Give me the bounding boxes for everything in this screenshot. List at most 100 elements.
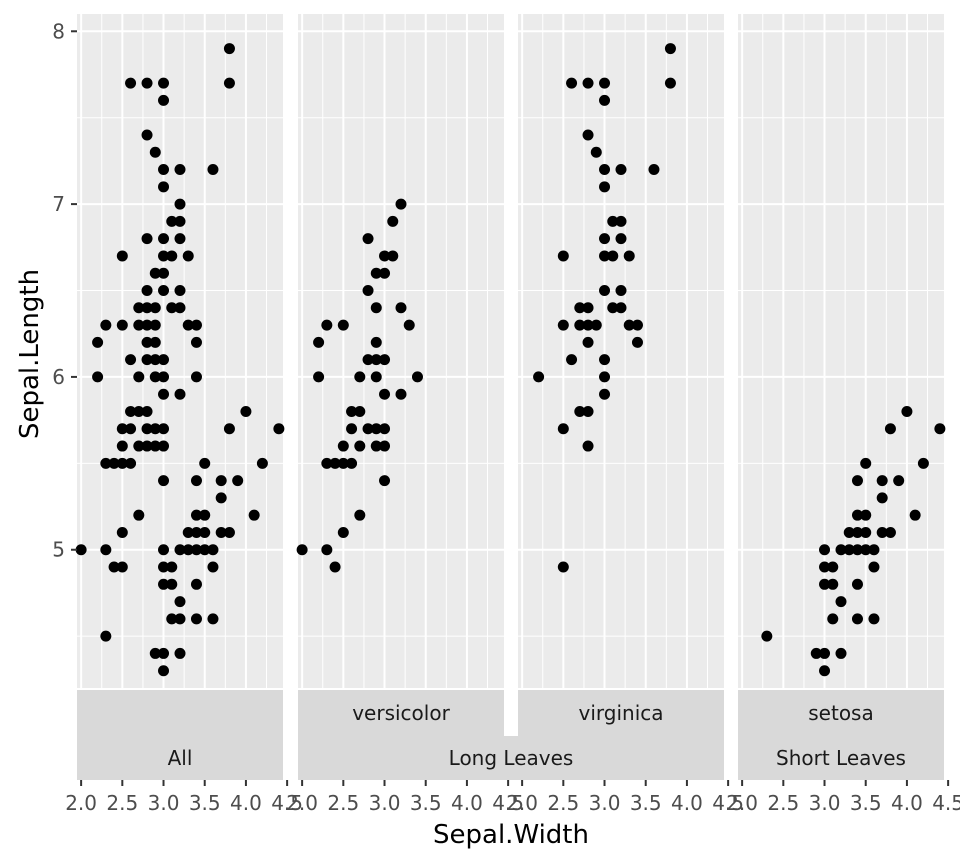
data-point (843, 526, 855, 538)
data-point (354, 509, 366, 521)
data-point (174, 388, 186, 400)
data-point (158, 77, 170, 89)
data-point (158, 423, 170, 435)
data-point (868, 561, 880, 573)
data-point (395, 198, 407, 210)
data-point (190, 336, 202, 348)
facet-panel: versicolor (296, 14, 504, 736)
data-point (615, 164, 627, 176)
data-point (190, 509, 202, 521)
data-point (158, 440, 170, 452)
data-point (851, 509, 863, 521)
data-point (199, 457, 211, 469)
data-point (574, 319, 586, 331)
data-point (174, 596, 186, 608)
data-point (158, 233, 170, 245)
data-point (158, 285, 170, 297)
data-point (354, 371, 366, 383)
data-point (599, 388, 611, 400)
data-point (108, 457, 120, 469)
data-point (337, 457, 349, 469)
data-point (199, 526, 211, 538)
data-point (182, 319, 194, 331)
x-tick-label: 3.0 (809, 791, 841, 815)
data-point (574, 302, 586, 314)
data-point (901, 405, 913, 417)
y-axis: 5 6 7 8 (52, 19, 77, 562)
data-point (582, 405, 594, 417)
x-tick-label: 3.5 (189, 791, 221, 815)
data-point (182, 526, 194, 538)
data-point (240, 405, 252, 417)
data-point (370, 336, 382, 348)
x-tick-label: 2.0 (286, 791, 318, 815)
panel-background (738, 14, 944, 688)
data-point (100, 630, 112, 642)
data-point (623, 319, 635, 331)
data-point (835, 544, 847, 556)
data-point (607, 250, 619, 262)
data-point (411, 371, 423, 383)
data-point (174, 233, 186, 245)
data-point (149, 336, 161, 348)
data-point (223, 43, 235, 55)
data-point (190, 371, 202, 383)
data-point (149, 440, 161, 452)
data-point (199, 509, 211, 521)
data-point (166, 561, 178, 573)
data-point (599, 164, 611, 176)
data-point (149, 319, 161, 331)
data-point (158, 578, 170, 590)
data-point (158, 354, 170, 366)
data-point (223, 77, 235, 89)
data-point (116, 561, 128, 573)
data-point (876, 492, 888, 504)
data-point (346, 457, 358, 469)
data-point (607, 302, 619, 314)
data-point (615, 233, 627, 245)
data-point (141, 129, 153, 141)
data-point (141, 354, 153, 366)
data-point (141, 440, 153, 452)
x-tick-label: 3.5 (850, 791, 882, 815)
data-point (329, 457, 341, 469)
data-point (582, 440, 594, 452)
x-tick-label: 4.5 (712, 791, 744, 815)
data-point (158, 647, 170, 659)
data-point (100, 544, 112, 556)
data-point (370, 423, 382, 435)
data-point (599, 354, 611, 366)
data-point (403, 319, 415, 331)
x-tick-label: 2.0 (506, 791, 538, 815)
data-point (354, 440, 366, 452)
data-point (141, 423, 153, 435)
data-point (141, 302, 153, 314)
data-point (125, 457, 137, 469)
x-tick-label: 2.5 (547, 791, 579, 815)
data-point (321, 457, 333, 469)
data-point (182, 250, 194, 262)
data-point (248, 509, 260, 521)
x-tick-label: 3.5 (630, 791, 662, 815)
data-point (116, 440, 128, 452)
data-point (329, 561, 341, 573)
x-tick-label: 2.5 (106, 791, 138, 815)
data-point (125, 405, 137, 417)
x-tick-label: 4.5 (932, 791, 960, 815)
data-point (174, 302, 186, 314)
data-point (860, 544, 872, 556)
data-point (149, 267, 161, 279)
x-tick-label: 3.5 (410, 791, 442, 815)
data-point (582, 77, 594, 89)
data-point (199, 544, 211, 556)
data-point (582, 336, 594, 348)
data-point (819, 578, 831, 590)
data-point (379, 354, 391, 366)
data-point (133, 302, 145, 314)
data-point (166, 250, 178, 262)
data-point (843, 544, 855, 556)
data-point (133, 440, 145, 452)
data-point (190, 578, 202, 590)
data-point (819, 665, 831, 677)
